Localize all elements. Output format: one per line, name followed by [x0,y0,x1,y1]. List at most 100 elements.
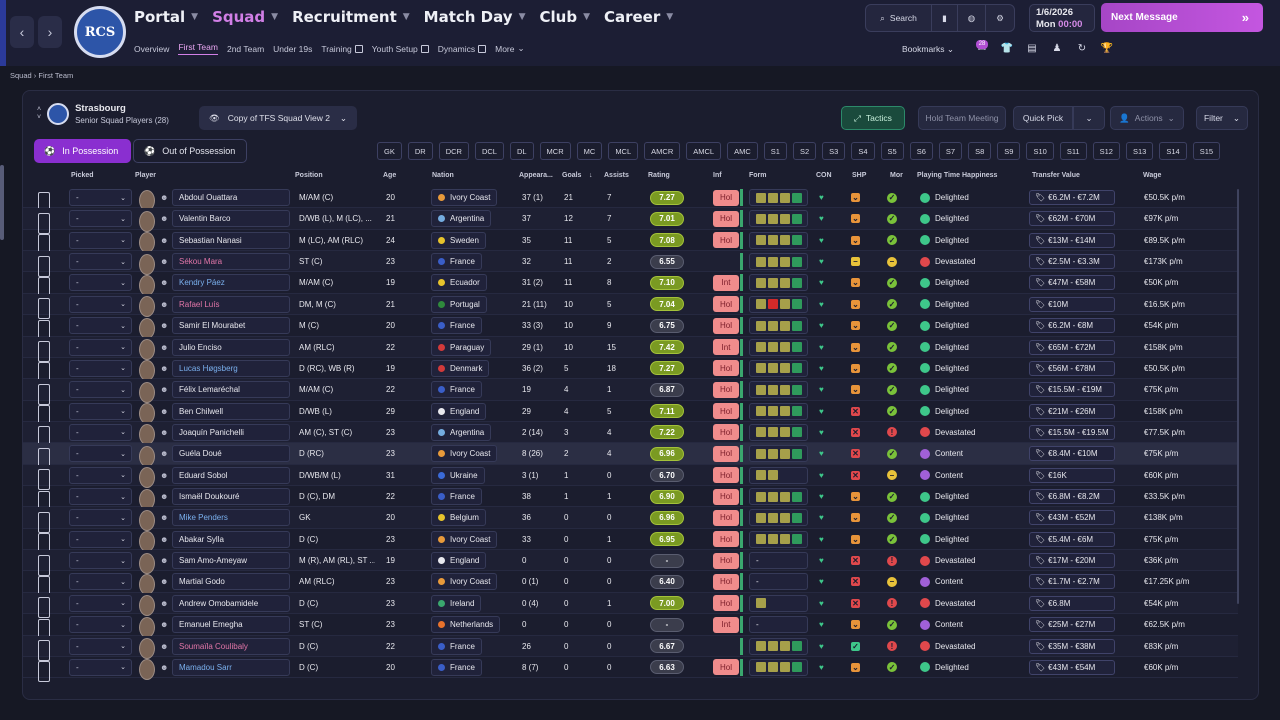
tab-under-19s[interactable]: Under 19s [273,43,313,54]
picked-select[interactable]: - ⌄ [69,402,132,420]
position-button[interactable]: DR [407,142,433,160]
picked-select[interactable]: - ⌄ [69,210,132,228]
player-nation[interactable]: France [431,381,482,399]
player-name[interactable]: Valentin Barco [172,210,290,228]
position-button[interactable]: S2 [792,142,817,160]
picked-select[interactable]: - ⌄ [69,552,132,570]
trophy-icon[interactable]: 🏆 [1100,42,1114,54]
row-checkbox[interactable] [38,597,50,619]
picked-select[interactable]: - ⌄ [69,423,132,441]
col-mor[interactable]: Mor [890,172,903,179]
player-nation[interactable]: France [431,317,482,335]
player-name[interactable]: Samir El Mourabet [172,317,290,335]
nav-squad[interactable]: Squad ▼ [212,8,278,26]
transfer-value[interactable]: 🏷 €10M [1029,296,1115,312]
picked-select[interactable]: - ⌄ [69,594,132,612]
player-nation[interactable]: Denmark [431,359,490,377]
picked-select[interactable]: - ⌄ [69,253,132,271]
in-possession-tab[interactable]: ⚽ In Possession [34,139,131,163]
player-name[interactable]: Soumaïla Coulibaly [172,637,290,655]
avatar[interactable] [139,424,155,446]
transfer-value[interactable]: 🏷 €1.7M - €2.7M [1029,574,1115,590]
sort-arrow-icon[interactable]: ↓ [589,172,593,179]
inf-badge[interactable]: Int [713,274,739,291]
transfer-value[interactable]: 🏷 €21M - €26M [1029,403,1115,419]
transfer-value[interactable]: 🏷 €56M - €78M [1029,360,1115,376]
tab-2nd-team[interactable]: 2nd Team [226,43,265,54]
transfer-value[interactable]: 🏷 €6.8M - €8.2M [1029,489,1115,505]
picked-select[interactable]: - ⌄ [69,488,132,506]
filter-button[interactable]: Filter ⌄ [1196,106,1248,130]
position-button[interactable]: S11 [1059,142,1087,160]
table-row[interactable]: - ⌄ ☻ Samir El Mourabet M (C) 20 France 33 (3) 1… [23,315,1238,341]
player-name[interactable]: Ben Chilwell [172,402,290,420]
inf-badge[interactable]: Hol [713,445,739,462]
table-row[interactable]: - ⌄ ☻ Ismaël Doukouré D (C), DM 22 France 38 1 1 6… [23,486,1238,512]
transfer-value[interactable]: 🏷 €47M - €58M [1029,275,1115,291]
breadcrumb-squad[interactable]: Squad [10,71,32,80]
transfer-value[interactable]: 🏷 €43M - €54M [1029,659,1115,675]
tab-youth-setup[interactable]: Youth Setup [372,42,429,55]
transfer-value[interactable]: 🏷 €8.4M - €10M [1029,446,1115,462]
avatar[interactable] [139,403,155,425]
table-row[interactable]: - ⌄ ☻ Guéla Doué D (RC) 23 Ivory Coast 8 (26) 2 4… [23,443,1238,469]
player-nation[interactable]: France [431,637,482,655]
side-handle[interactable] [0,165,4,240]
bookmark-icon[interactable]: ▮ [932,5,958,31]
avatar[interactable] [139,253,155,275]
col-player[interactable]: Player [135,172,157,179]
forward-button[interactable]: › [38,16,62,48]
picked-select[interactable]: - ⌄ [69,466,132,484]
row-checkbox[interactable] [38,511,50,533]
inf-badge[interactable]: Hol [713,659,739,676]
player-name[interactable]: Ismaël Doukouré [172,488,290,506]
position-button[interactable]: DL [509,142,534,160]
table-row[interactable]: - ⌄ ☻ Ben Chilwell D/WB (L) 29 England 29 4 5 7.11… [23,401,1238,427]
table-row[interactable]: - ⌄ ☻ Sebastian Nanasi M (LC), AM (RLC) 24 Swe… [23,230,1238,256]
inf-badge[interactable]: Hol [713,210,739,227]
position-button[interactable]: S7 [938,142,963,160]
avatar[interactable] [139,552,155,574]
avatar[interactable] [139,381,155,403]
table-row[interactable]: - ⌄ ☻ Joaquín Panichelli AM (C), ST (C) 23 Arg… [23,421,1238,448]
inf-badge[interactable]: Hol [713,573,739,590]
position-button[interactable]: GK [377,142,402,160]
avatar[interactable] [139,509,155,531]
position-button[interactable]: S15 [1192,142,1221,160]
picked-select[interactable]: - ⌄ [69,445,132,463]
position-button[interactable]: AMCL [686,142,722,160]
inf-badge[interactable]: Hol [713,296,739,313]
transfer-value[interactable]: 🏷 €62M - €70M [1029,211,1115,227]
player-nation[interactable]: Argentina [431,210,492,228]
inf-badge[interactable]: Hol [713,360,739,377]
inf-badge[interactable]: Hol [713,232,739,249]
table-row[interactable]: - ⌄ ☻ Valentin Barco D/WB (L), M (LC), ... 21… [23,208,1238,234]
collapse-toggle[interactable]: ˄ ˅ [37,106,42,121]
position-button[interactable]: S3 [822,142,846,160]
picked-select[interactable]: - ⌄ [69,658,132,676]
picked-select[interactable]: - ⌄ [69,381,132,399]
position-button[interactable]: S8 [968,142,992,160]
player-nation[interactable]: Ivory Coast [431,445,498,463]
inf-badge[interactable]: Hol [713,467,739,484]
row-checkbox[interactable] [38,383,50,405]
position-button[interactable]: AMC [727,142,758,160]
inf-badge[interactable]: Hol [713,424,739,441]
inf-badge[interactable]: Hol [713,488,739,505]
player-name[interactable]: Sékou Mara [172,253,290,271]
out-of-possession-tab[interactable]: ⚽ Out of Possession [133,139,247,163]
globe-icon[interactable]: ◍ [958,5,986,31]
player-nation[interactable]: Ivory Coast [431,189,498,206]
tab-first-team[interactable]: First Team [178,42,218,55]
table-row[interactable]: - ⌄ ☻ Julio Enciso AM (RLC) 22 Paraguay 29 (1) 1… [23,336,1238,363]
col-nation[interactable]: Nation [432,172,454,179]
nav-portal[interactable]: Portal ▼ [134,8,198,26]
shirt-icon[interactable]: 👕 [1000,42,1014,54]
player-name[interactable]: Emanuel Emegha [172,616,290,634]
table-row[interactable]: - ⌄ ☻ Mamadou Sarr D (C) 20 France 8 (7) 0 0 6.63 H… [23,657,1238,683]
picked-select[interactable]: - ⌄ [69,509,132,527]
tab-dynamics[interactable]: Dynamics [438,42,487,55]
position-button[interactable]: S9 [997,142,1021,160]
inf-badge[interactable]: Hol [713,595,739,612]
gear-icon[interactable]: ⚙ [996,12,1004,23]
